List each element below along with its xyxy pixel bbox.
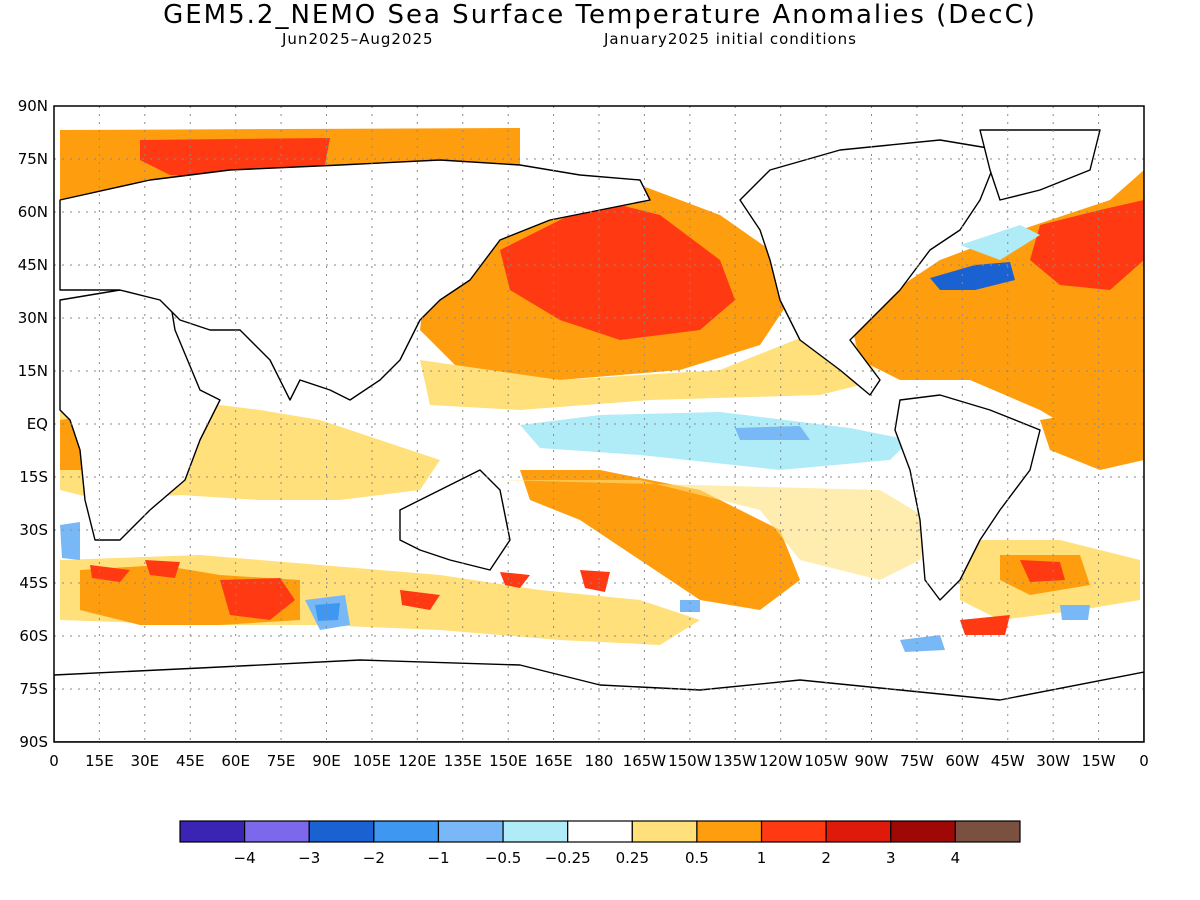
lon-tick-label: 105E: [353, 752, 391, 770]
lon-tick-label: 90E: [312, 752, 341, 770]
tropical-atlantic-warm: [1040, 410, 1144, 470]
initial-conditions: January2025 initial conditions: [604, 30, 857, 48]
land-masses: [54, 129, 1144, 742]
colorbar-tick-label: −0.25: [545, 849, 591, 867]
eurasia-outline: [59, 159, 651, 401]
colorbar-tick-label: 0.25: [616, 849, 649, 867]
lon-tick-label: 75W: [900, 752, 934, 770]
lat-tick-label: 15S: [19, 468, 48, 486]
lat-tick-label: 90N: [18, 97, 48, 115]
lon-tick-label: 60E: [221, 752, 250, 770]
lon-tick-label: 60W: [945, 752, 979, 770]
lat-tick-label: 15N: [18, 362, 48, 380]
colorbar-swatch: [825, 820, 892, 843]
lon-tick-label: 45W: [991, 752, 1025, 770]
map-gridlines: [54, 106, 1144, 742]
lat-tick-label: 45S: [19, 574, 48, 592]
lon-tick-label: 120E: [398, 752, 436, 770]
colorbar-swatch: [631, 820, 698, 843]
lon-tick-label: 75E: [267, 752, 296, 770]
antarctica-outline: [54, 659, 1144, 742]
colorbar-tick-label: −0.5: [485, 849, 521, 867]
forecast-period: Jun2025–Aug2025: [282, 30, 434, 48]
colorbar-swatch: [567, 820, 633, 843]
greenland-outline: [979, 129, 1101, 201]
lon-tick-label: 0: [49, 752, 59, 770]
lon-tick-label: 45E: [176, 752, 205, 770]
south-pacific-warm: [520, 470, 800, 610]
gulf-stream-cool: [930, 262, 1015, 290]
lat-tick-label: 45N: [18, 256, 48, 274]
colorbar-swatch: [308, 820, 375, 843]
colorbar-tick-label: 4: [951, 849, 961, 867]
lon-tick-label: 135W: [714, 752, 758, 770]
lat-tick-label: 30S: [19, 521, 48, 539]
colorbar-swatch: [954, 820, 1021, 843]
lon-tick-label: 15E: [85, 752, 114, 770]
lon-tick-label: 180: [585, 752, 614, 770]
australia-outline: [399, 469, 511, 571]
lon-tick-label: 150E: [489, 752, 527, 770]
colorbar-tick-label: 1: [757, 849, 767, 867]
lon-tick-label: 150W: [668, 752, 712, 770]
lon-tick-label: 30E: [131, 752, 160, 770]
colorbar-swatch: [502, 820, 569, 843]
latitude-labels: 90N 75N 60N 45N 30N 15N EQ 15S 30S 45S 60S 75S 90S: [18, 97, 48, 751]
lon-tick-label: 120W: [759, 752, 803, 770]
pacific-yellow-belt: [420, 330, 880, 410]
equatorial-cool-core: [735, 426, 810, 440]
lon-tick-label: 30W: [1036, 752, 1070, 770]
lon-tick-label: 90W: [855, 752, 889, 770]
colorbar-tick-label: −3: [298, 849, 320, 867]
colorbar-tick-label: 2: [821, 849, 831, 867]
lon-tick-label: 15W: [1082, 752, 1116, 770]
colorbar-labels: −4 −3 −2 −1 −0.5 −0.25 0.25 0.5 1 2 3 4: [234, 849, 961, 867]
colorbar-tick-label: −1: [427, 849, 449, 867]
southern-indian-strong: [220, 578, 295, 620]
colorbar-swatch: [890, 820, 956, 843]
south-america-outline: [894, 394, 1041, 601]
lat-tick-label: 75S: [19, 680, 48, 698]
lat-tick-label: 30N: [18, 309, 48, 327]
colorbar-swatch: [179, 820, 246, 843]
map-frame: [53, 105, 1145, 743]
lon-tick-label: 135E: [444, 752, 482, 770]
lon-tick-label: 165E: [535, 752, 573, 770]
lat-tick-label: 60S: [19, 627, 48, 645]
colorbar-tick-label: −2: [363, 849, 385, 867]
colorbar-legend: [179, 820, 1021, 843]
north-atlantic-strong: [1030, 200, 1144, 290]
chart-title: GEM5.2_NEMO Sea Surface Temperature Anom…: [163, 0, 1037, 30]
lat-tick-label: 60N: [18, 203, 48, 221]
colorbar-tick-label: −4: [234, 849, 256, 867]
colorbar-swatch: [760, 820, 827, 843]
colorbar-tick-label: 3: [886, 849, 896, 867]
lon-tick-label: 105W: [804, 752, 848, 770]
colorbar-swatch: [696, 820, 763, 843]
north-pacific-strong: [500, 200, 735, 340]
lon-tick-label: 165W: [623, 752, 667, 770]
longitude-labels: 0 15E 30E 45E 60E 75E 90E 105E 120E 135E 150E 165E 1…: [49, 752, 1149, 770]
lat-tick-label: 75N: [18, 150, 48, 168]
lon-tick-label: 0: [1139, 752, 1149, 770]
colorbar-swatch: [437, 820, 504, 843]
africa-outline: [59, 289, 221, 541]
colorbar-tick-label: 0.5: [685, 849, 709, 867]
colorbar-swatch: [373, 820, 440, 843]
equatorial-cool-tongue: [520, 412, 910, 470]
colorbar-swatch: [244, 820, 310, 843]
lat-tick-label: EQ: [27, 415, 48, 433]
lat-tick-label: 90S: [19, 733, 48, 751]
